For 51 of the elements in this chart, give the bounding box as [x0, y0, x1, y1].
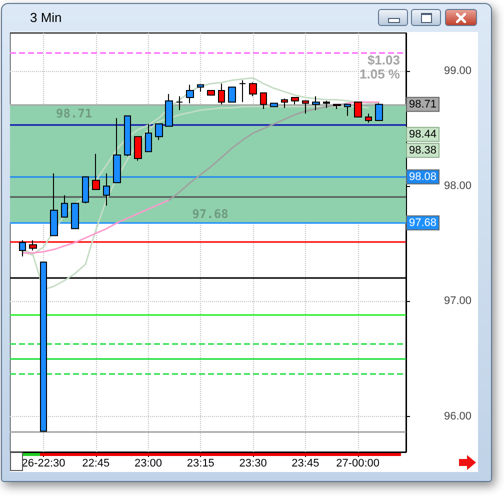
candlestick: [218, 83, 225, 105]
candlestick: [176, 96, 183, 111]
x-tick-label: 23:30: [239, 458, 267, 470]
candlestick: [302, 100, 309, 114]
ref-line-label: 98.71: [409, 98, 437, 110]
candlestick: [207, 90, 215, 96]
annotation: 1.05 %: [360, 66, 400, 82]
text: 98.44: [409, 128, 437, 140]
candlestick: [323, 100, 330, 108]
x-tick-label: 23:00: [134, 458, 162, 470]
candlestick: [260, 92, 267, 110]
x-tick-label: 26-22:30: [22, 458, 66, 470]
candlestick: [270, 102, 278, 108]
candlestick: [281, 98, 288, 108]
candlestick: [312, 96, 320, 111]
candlestick: [186, 84, 194, 104]
candlestick: [145, 123, 152, 152]
annotation: $1.03: [367, 52, 400, 68]
x-tick-label: 22:45: [82, 458, 110, 470]
y-tick-label: 97.00: [444, 295, 472, 308]
line-series: [22, 199, 170, 254]
candlestick: [19, 240, 26, 257]
chart-title: 3 Min: [30, 10, 62, 25]
candlestick: [239, 80, 246, 103]
y-tick-label: 96.00: [444, 410, 472, 422]
candlestick: [134, 136, 142, 162]
candlestick: [365, 113, 372, 124]
candlestick: [375, 102, 383, 121]
candlestick: [124, 115, 131, 157]
candlestick: [344, 104, 351, 116]
ref-line-label: 98.08: [409, 170, 437, 183]
text: 98.38: [409, 144, 437, 156]
candlestick: [354, 102, 362, 118]
candlestick: [228, 86, 236, 103]
candlestick: [103, 172, 110, 206]
x-tick-label: 23:45: [292, 458, 320, 470]
candlestick: [249, 82, 257, 97]
y-tick-label: 98.00: [444, 180, 472, 192]
candlestick: [155, 123, 163, 141]
candlestick: [333, 104, 341, 110]
candlestick: [291, 96, 299, 105]
x-tick-label: 27-00:00: [336, 458, 380, 470]
candlestick: [165, 94, 173, 127]
y-tick-label: 99.00: [444, 64, 472, 77]
candlestick: [82, 176, 89, 204]
candlestick: [113, 118, 121, 184]
candlestick: [197, 84, 204, 92]
candlestick: [92, 153, 100, 190]
candlestick: [61, 194, 68, 218]
ref-line-label: 97.68: [409, 216, 437, 229]
x-tick-label: 23:15: [186, 458, 214, 470]
